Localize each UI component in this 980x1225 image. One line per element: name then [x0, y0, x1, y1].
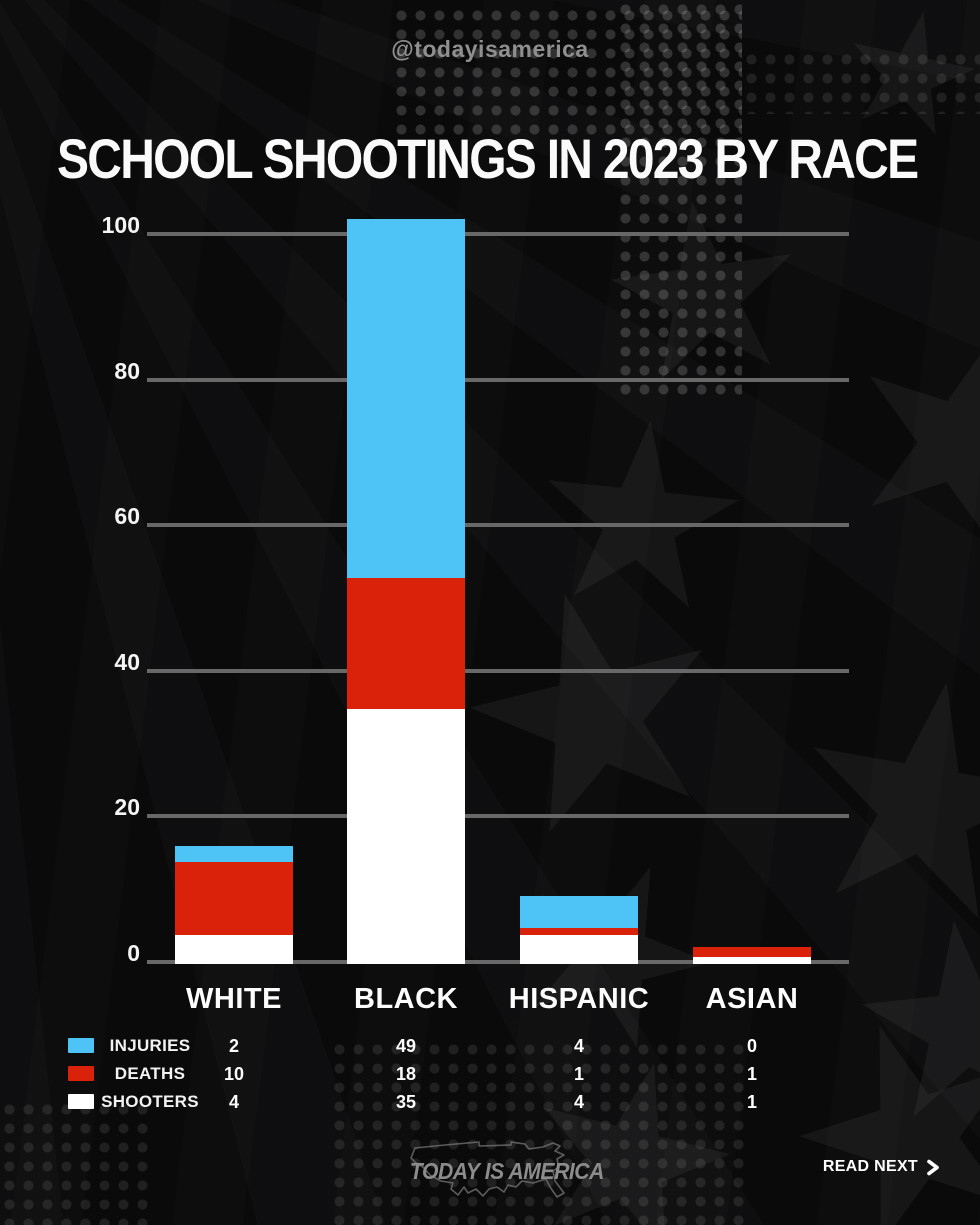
y-axis-tick-label: 40	[114, 648, 140, 675]
y-axis-tick-label: 20	[114, 794, 140, 821]
bar-segment-black-deaths	[347, 576, 465, 710]
y-axis-tick-label: 80	[114, 357, 140, 384]
y-axis-tick-label: 0	[127, 940, 140, 966]
y-axis-tick-label: 100	[101, 212, 140, 238]
legend-value-white-deaths: 10	[223, 1064, 245, 1084]
gridline-y-40	[147, 668, 849, 673]
halftone-dots-top-right	[616, 0, 742, 400]
usa-map-outline-icon	[410, 1141, 565, 1198]
legend-value-black-deaths: 18	[395, 1064, 417, 1084]
legend-value-hispanic-deaths: 1	[573, 1064, 584, 1084]
bar-segment-black-shooters	[347, 707, 465, 964]
chart-title: SCHOOL SHOOTINGS IN 2023 BY RACE	[57, 127, 919, 190]
bar-segment-hispanic-injuries	[520, 896, 638, 928]
halftone-dots-bottom	[330, 1040, 750, 1225]
bar-segment-white-deaths	[175, 860, 293, 935]
x-axis-label-white: WHITE	[186, 983, 282, 1015]
legend-label-injuries: INJURIES	[109, 1036, 191, 1055]
legend-value-white-shooters: 4	[228, 1092, 239, 1112]
bar-segment-black-injuries	[347, 219, 465, 579]
legend-value-hispanic-shooters: 4	[573, 1092, 584, 1112]
bar-segment-asian-shooters	[693, 954, 811, 964]
gridline-y-20	[147, 814, 849, 819]
read-next-label: READ NEXT	[822, 1158, 918, 1175]
x-axis-label-black: BLACK	[354, 983, 458, 1015]
x-axis-label-asian: ASIAN	[705, 983, 799, 1015]
gridline-y-80	[147, 377, 849, 382]
gridline-y-60	[147, 523, 849, 528]
brand-watermark: TODAY IS AMERICA	[403, 1136, 605, 1208]
legend-value-hispanic-injuries: 4	[573, 1036, 584, 1056]
account-handle: @todayisamerica	[391, 36, 589, 62]
bar-segment-white-injuries	[175, 845, 293, 863]
chevron-right-icon	[927, 1159, 939, 1175]
bar-segment-hispanic-deaths	[520, 925, 638, 935]
halftone-dots-bottom-left	[0, 1100, 150, 1225]
read-next-button[interactable]: READ NEXT	[823, 1158, 940, 1176]
legend-value-asian-shooters: 1	[746, 1092, 757, 1112]
legend-label-shooters: SHOOTERS	[101, 1092, 199, 1111]
legend-value-asian-deaths: 1	[746, 1064, 757, 1084]
legend-value-black-shooters: 35	[395, 1092, 417, 1112]
gridline-y-100	[147, 232, 849, 236]
bar-segment-hispanic-shooters	[520, 932, 638, 964]
halftone-dots-top-center	[392, 6, 742, 136]
legend-swatch-injuries	[68, 1038, 94, 1053]
bar-segment-asian-deaths	[693, 947, 811, 957]
x-axis-label-hispanic: HISPANIC	[508, 983, 650, 1015]
halftone-dots-right-band	[742, 50, 980, 114]
legend-swatch-shooters	[68, 1094, 94, 1109]
gridline-y-0	[147, 960, 849, 964]
legend-label-deaths: DEATHS	[114, 1064, 186, 1083]
bar-segment-white-shooters	[175, 932, 293, 964]
legend-value-asian-injuries: 0	[746, 1036, 757, 1056]
legend-value-white-injuries: 2	[228, 1036, 239, 1056]
legend-swatch-deaths	[68, 1066, 94, 1081]
y-axis-tick-label: 60	[114, 503, 140, 530]
brand-watermark-text: TODAY IS AMERICA	[409, 1158, 605, 1184]
legend-value-black-injuries: 49	[395, 1036, 417, 1056]
